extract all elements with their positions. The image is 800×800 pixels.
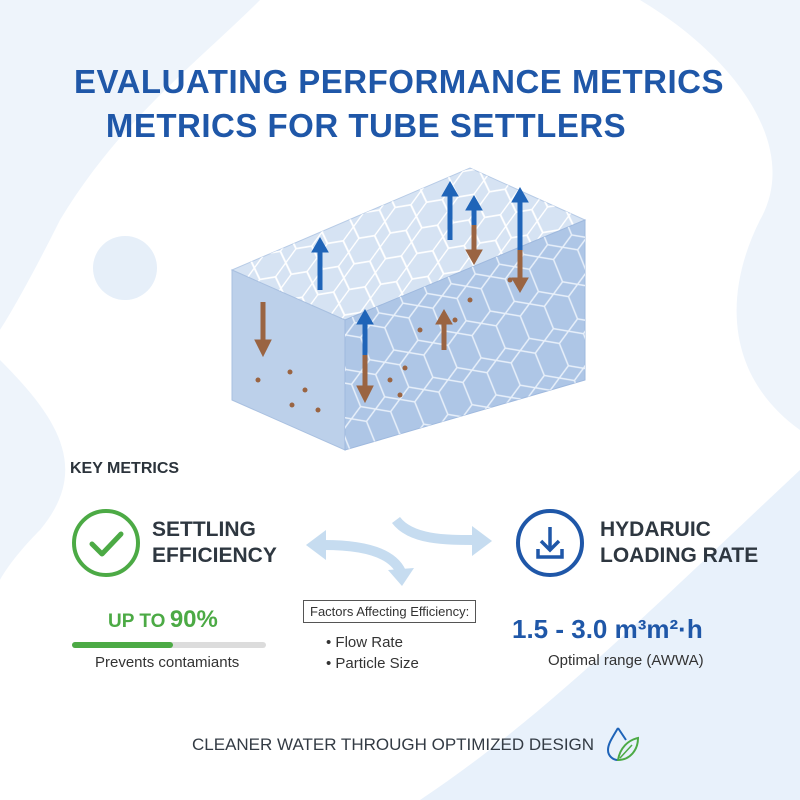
factor-text: Particle Size — [335, 655, 419, 672]
hydraulic-loading-rate-label: HYDARUIC LOADING RATE — [600, 517, 758, 569]
loading-rate-caption: Optimal range (AWWA) — [548, 652, 704, 669]
label-line: SETTLING — [152, 518, 256, 541]
settling-arrows — [254, 225, 529, 404]
value: 90% — [169, 606, 218, 633]
tube-settler-illustration — [230, 167, 587, 451]
label-line: EFFICIENCY — [152, 544, 277, 567]
key-metrics-heading: KEY METRICS — [70, 460, 180, 477]
efficiency-caption: Prevents contamiants — [95, 654, 240, 671]
check-circle-icon — [72, 509, 140, 577]
value-prefix: UP TO — [108, 611, 166, 632]
factor-text: Flow Rate — [335, 634, 403, 651]
footer-tagline: CLEANER WATER THROUGH OPTIMIZED DESIGN — [192, 735, 595, 754]
efficiency-progress-bar — [72, 642, 266, 648]
settling-efficiency-label: SETTLING EFFICIENCY — [152, 517, 277, 569]
progress-fill — [72, 642, 173, 648]
label-line: HYDARUIC — [600, 518, 711, 541]
loading-rate-value: 1.5 - 3.0 m³m²·h — [512, 614, 703, 644]
download-tray-icon — [516, 509, 584, 577]
factors-box: Factors Affecting Efficiency: — [303, 600, 477, 623]
exchange-arrows-icon — [306, 516, 492, 586]
factor-item: • Flow Rate — [326, 634, 403, 651]
factors-list: • Flow Rate • Particle Size — [326, 632, 419, 674]
label-line: LOADING RATE — [600, 544, 759, 567]
title-line-2: METRICS FOR TUBE SETTLERS — [105, 107, 627, 144]
factor-item: • Particle Size — [326, 655, 419, 672]
title-line-1: EVALUATING PERFORMANCE METRICS — [74, 63, 724, 100]
upflow-arrows — [311, 180, 529, 360]
water-drop-leaf-icon — [606, 727, 640, 762]
efficiency-value: UP TO 90% — [108, 606, 218, 634]
